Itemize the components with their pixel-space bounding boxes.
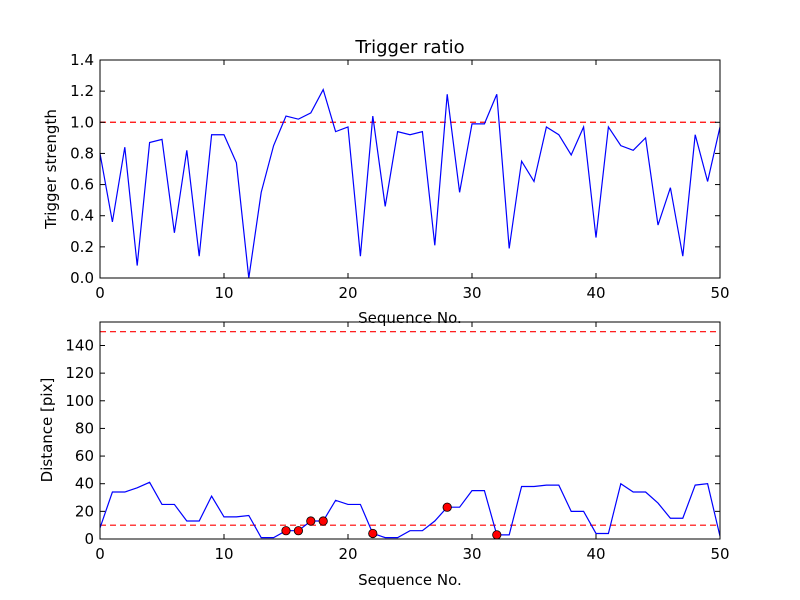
y-tick-label: 120: [65, 364, 94, 382]
x-tick-label: 20: [338, 545, 357, 563]
y-tick-label: 1.2: [70, 82, 94, 100]
threshold-lines: [100, 331, 720, 526]
marker-point: [368, 528, 378, 539]
y-tick-label: 0.2: [70, 238, 94, 256]
trigger-strength-series: [99, 88, 721, 279]
x-tick-label: 40: [586, 545, 605, 563]
marker-point: [442, 502, 452, 512]
y-axis-label: Distance [pix]: [38, 378, 56, 483]
tick-marks: 0 10 20 30 40 50 0 20 40 60 80 100 120 140: [65, 322, 730, 563]
chart-title: Trigger ratio: [354, 37, 464, 58]
series-line-0: [99, 88, 721, 279]
x-tick-label: 0: [95, 284, 105, 302]
x-tick-label: 40: [586, 284, 605, 302]
series-line-0: [99, 481, 721, 539]
x-tick-label: 0: [95, 545, 105, 563]
y-tick-label: 0.4: [70, 207, 94, 225]
marker-point: [318, 516, 328, 526]
y-tick-label: 140: [65, 336, 94, 354]
y-tick-label: 1.4: [70, 51, 94, 69]
x-tick-label: 10: [214, 284, 233, 302]
y-tick-label: 0.8: [70, 144, 94, 162]
plot-area-frame: [99, 321, 721, 540]
x-tick-label: 20: [338, 284, 357, 302]
x-tick-label: 50: [710, 284, 729, 302]
y-tick-label: 20: [75, 502, 94, 520]
x-axis-label: Sequence No.: [358, 571, 462, 589]
x-axis-label: Sequence No.: [358, 309, 462, 327]
plot-area-frame: [99, 59, 721, 279]
y-tick-label: 80: [75, 419, 94, 437]
highlight-markers: [281, 502, 502, 540]
marker-point: [306, 516, 316, 526]
x-tick-label: 30: [462, 545, 481, 563]
distance-series: [99, 481, 721, 539]
marker-point: [293, 526, 303, 536]
y-tick-label: 0.6: [70, 176, 94, 194]
x-tick-label: 10: [214, 545, 233, 563]
distance-chart: 0 10 20 30 40 50 0 20 40 60 80 100 120 140 Sequence N…: [38, 321, 730, 589]
trigger-ratio-chart: Trigger ratio 0 10 20 30 40 50 0.0 0.2 0.4 0.6 0.8…: [42, 37, 730, 327]
marker-point: [492, 530, 502, 540]
y-axis-label: Trigger strength: [42, 109, 60, 230]
y-tick-label: 60: [75, 447, 94, 465]
x-tick-label: 50: [710, 545, 729, 563]
y-tick-label: 0.0: [70, 269, 94, 287]
y-tick-label: 100: [65, 392, 94, 410]
marker-point: [281, 526, 291, 536]
y-tick-label: 40: [75, 475, 94, 493]
y-tick-label: 1.0: [70, 113, 94, 131]
x-tick-label: 30: [462, 284, 481, 302]
y-tick-label: 0: [84, 530, 94, 548]
tick-marks: 0 10 20 30 40 50 0.0 0.2 0.4 0.6 0.8 1.0 1.2 1.4: [70, 51, 729, 302]
